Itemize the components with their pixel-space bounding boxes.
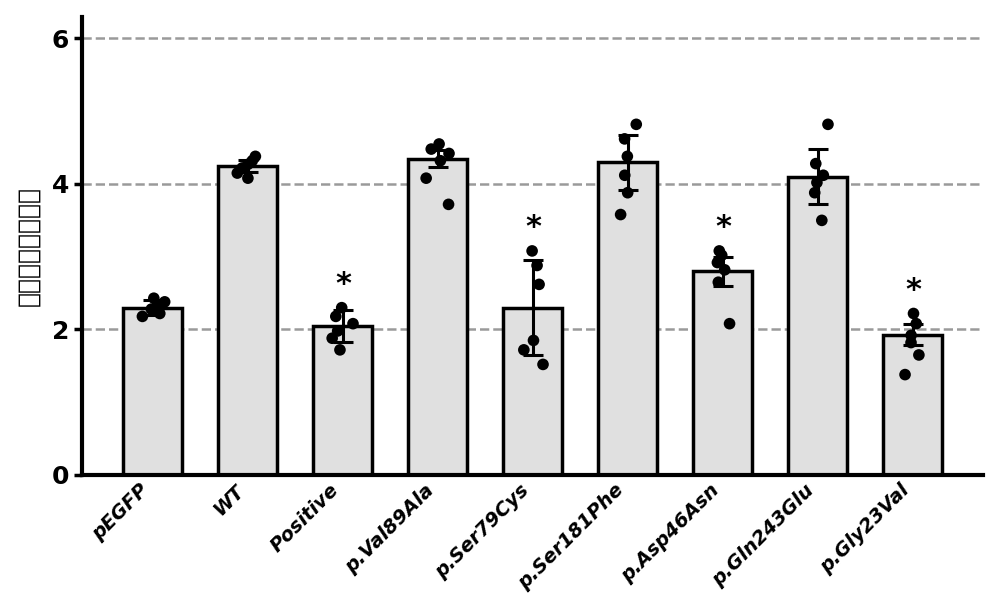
Point <box>152 309 168 318</box>
Point <box>441 149 457 159</box>
Point <box>709 257 725 267</box>
Point <box>808 159 824 168</box>
Point <box>240 159 256 169</box>
Point <box>903 331 919 340</box>
Point <box>903 338 919 348</box>
Bar <box>693 271 752 475</box>
Point <box>244 156 260 165</box>
Point <box>613 210 629 220</box>
Point <box>815 170 831 180</box>
Bar <box>598 162 657 475</box>
Y-axis label: 相对荧光素酶活性: 相对荧光素酶活性 <box>17 186 41 306</box>
Text: *: * <box>335 270 351 299</box>
Point <box>431 139 447 149</box>
Point <box>525 336 541 345</box>
Text: *: * <box>905 276 921 305</box>
Point <box>324 333 340 343</box>
Point <box>905 309 921 318</box>
Point <box>717 265 733 274</box>
Point <box>229 168 245 178</box>
Point <box>908 319 924 329</box>
Point <box>722 319 738 329</box>
Point <box>911 350 927 360</box>
Point <box>809 178 825 187</box>
Point <box>619 151 635 161</box>
Bar <box>218 166 277 475</box>
Point <box>620 188 636 198</box>
Text: *: * <box>525 213 541 242</box>
Point <box>150 301 166 310</box>
Point <box>134 312 150 321</box>
Bar <box>503 307 562 475</box>
Point <box>330 326 346 336</box>
Bar <box>408 159 467 475</box>
Point <box>157 297 173 307</box>
Point <box>423 144 439 154</box>
Point <box>714 251 730 260</box>
Point <box>441 199 457 209</box>
Point <box>535 359 551 369</box>
Point <box>146 293 162 303</box>
Point <box>334 303 350 312</box>
Point <box>432 156 448 165</box>
Text: *: * <box>715 213 731 242</box>
Point <box>711 246 727 256</box>
Point <box>531 279 547 289</box>
Point <box>628 120 644 129</box>
Point <box>516 345 532 355</box>
Point <box>617 170 633 180</box>
Point <box>345 319 361 329</box>
Point <box>617 134 633 144</box>
Point <box>247 151 263 161</box>
Point <box>240 173 256 183</box>
Point <box>524 246 540 256</box>
Point <box>814 215 830 225</box>
Point <box>332 345 348 355</box>
Point <box>820 120 836 129</box>
Bar <box>788 177 847 475</box>
Point <box>897 370 913 379</box>
Point <box>234 163 250 173</box>
Point <box>529 260 545 270</box>
Point <box>328 312 344 321</box>
Point <box>710 278 726 287</box>
Point <box>418 173 434 183</box>
Bar <box>123 307 182 475</box>
Bar <box>313 326 372 475</box>
Point <box>807 188 823 198</box>
Bar <box>883 335 942 475</box>
Point <box>143 304 159 314</box>
